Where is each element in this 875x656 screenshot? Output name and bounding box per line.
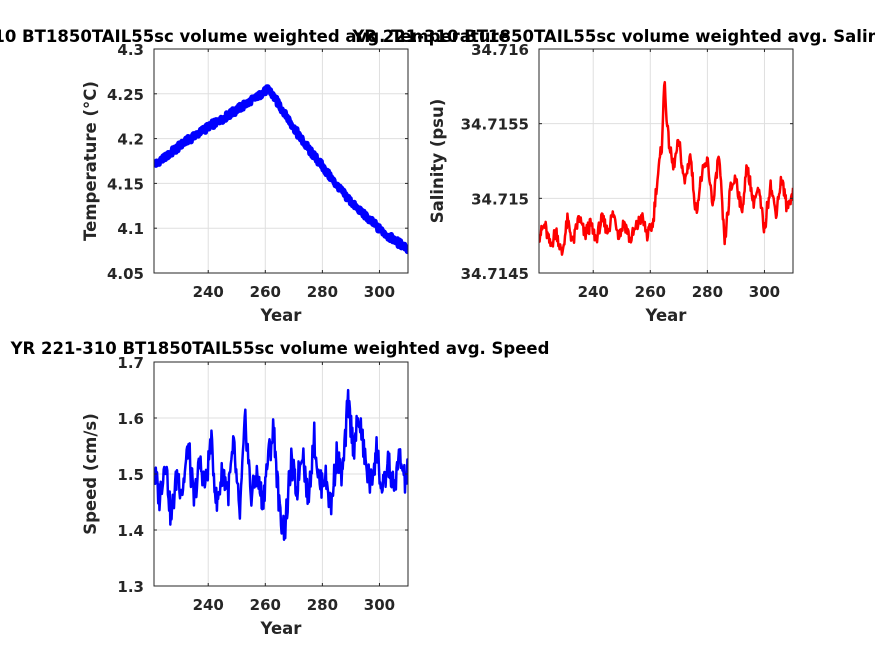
x-tick-label: 280 [307, 596, 338, 614]
y-tick-label: 34.715 [471, 190, 529, 208]
y-tick-label: 1.6 [117, 410, 144, 428]
y-tick-label: 1.7 [117, 354, 144, 372]
y-tick-label: 4.15 [107, 175, 144, 193]
x-tick-label: 260 [250, 596, 281, 614]
x-tick-label: 240 [578, 283, 609, 301]
x-axis-label: Year [260, 306, 303, 325]
y-tick-label: 4.3 [117, 41, 144, 59]
chart-title: YR 221-310 BT1850TAIL55sc volume weighte… [10, 339, 550, 358]
x-tick-label: 300 [364, 596, 395, 614]
x-tick-label: 240 [193, 596, 224, 614]
y-tick-label: 4.25 [107, 86, 144, 104]
x-tick-label: 280 [692, 283, 723, 301]
x-tick-label: 300 [749, 283, 780, 301]
x-tick-label: 300 [364, 283, 395, 301]
x-tick-label: 260 [250, 283, 281, 301]
x-axis-label: Year [645, 306, 688, 325]
y-tick-label: 4.2 [117, 131, 144, 149]
chart-3: 240 260 280 300 1.3 1.4 1.5 1.6 1.7 Year Speed (cm… [10, 339, 550, 638]
y-tick-label: 4.1 [117, 220, 144, 238]
chart-2: 240 260 280 300 34.7145 34.715 34.7155 34.716 Ye… [351, 27, 875, 325]
y-tick-label: 1.4 [117, 522, 144, 540]
plot-area [154, 49, 408, 273]
y-tick-label: 34.7155 [461, 116, 529, 134]
y-tick-label: 1.3 [117, 578, 144, 596]
y-tick-label: 34.716 [471, 41, 529, 59]
x-tick-label: 280 [307, 283, 338, 301]
series-line-1 [154, 84, 408, 255]
x-tick-label: 240 [193, 283, 224, 301]
y-tick-label: 1.5 [117, 466, 144, 484]
chart-1: 240 260 280 300 4.05 4.1 4.15 4.2 4.25 4.3 Year Tem… [0, 27, 510, 325]
y-tick-label: 4.05 [107, 265, 144, 283]
y-axis-label: Temperature (°C) [81, 81, 100, 241]
chart-title: YR 221-310 BT1850TAIL55sc volume weighte… [351, 27, 875, 46]
series-line-1 [154, 388, 408, 541]
y-tick-label: 34.7145 [461, 265, 529, 283]
y-axis-label: Salinity (psu) [428, 99, 447, 224]
axes-frame [538, 48, 794, 274]
series-line-1 [539, 80, 793, 256]
x-tick-label: 260 [635, 283, 666, 301]
x-axis-label: Year [260, 619, 303, 638]
chart-title: YR 221-310 BT1850TAIL55sc volume weighte… [0, 27, 510, 46]
axes-frame [153, 48, 409, 274]
y-axis-label: Speed (cm/s) [81, 413, 100, 535]
